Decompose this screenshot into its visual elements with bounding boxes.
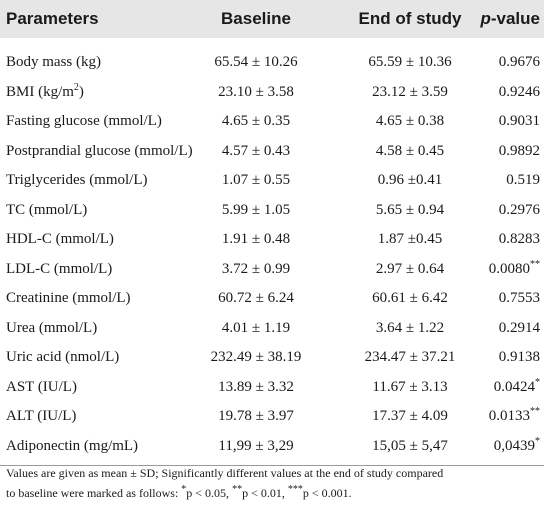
cell-p-value: 0.7553 <box>498 290 540 306</box>
significance-mark: ** <box>530 258 540 270</box>
table-row: Fasting glucose (mmol/L) 4.65 ± 0.35 4.65 … <box>0 107 544 136</box>
footnote-line-2: to baseline were marked as follows: *p <… <box>6 483 538 503</box>
cell-p-value: 0.9138 <box>498 349 540 365</box>
cell-p-value: 0.2914 <box>498 319 540 336</box>
cell-p-value: 0.9031 <box>498 113 540 129</box>
significance-mark: * <box>535 376 540 388</box>
cell-baseline: 4.57 ± 0.43 <box>221 142 291 159</box>
cell-p-value: 0.519 <box>506 172 540 188</box>
table-footnote: Values are given as mean ± SD; Significa… <box>6 463 538 503</box>
header-p-letter: p <box>480 9 491 28</box>
cell-parameter: Creatinine (mmol/L) <box>6 290 131 306</box>
footnote-mark: *** <box>287 484 303 495</box>
cell-end-of-study: 234.47 ± 37.21 <box>364 349 456 365</box>
cell-baseline: 4.01 ± 1.19 <box>221 319 291 336</box>
table-row: Postprandial glucose (mmol/L) 4.57 ± 0.43… <box>0 137 544 166</box>
significance-mark: * <box>535 435 540 447</box>
cell-baseline: 60.72 ± 6.24 <box>218 290 294 306</box>
cell-p-value: 0.9676 <box>498 54 540 70</box>
cell-baseline: 1.91 ± 0.48 <box>221 231 291 247</box>
cell-parameter: Adiponectin (mg/mL) <box>6 437 139 454</box>
table-row: Adiponectin (mg/mL) 11,99 ± 3,29 15,05 ± 5… <box>0 432 544 461</box>
footnote-line-1: Values are given as mean ± SD; Significa… <box>6 466 444 480</box>
table-row: HDL-C (mmol/L) 1.91 ± 0.48 1.87 ±0.45 0.828… <box>0 225 544 254</box>
table-row: TC (mmol/L) 5.99 ± 1.05 5.65 ± 0.94 0.2976 <box>0 196 544 225</box>
footnote-text: to baseline were marked as follows: <box>6 486 182 500</box>
cell-end-of-study: 5.65 ± 0.94 <box>375 201 445 218</box>
footnote-mark: * <box>181 484 187 495</box>
cell-baseline: 3.72 ± 0.99 <box>221 260 291 277</box>
cell-baseline: 232.49 ± 38.19 <box>210 349 302 365</box>
param-superscript: 2 <box>73 81 79 93</box>
header-p-suffix: -value <box>490 9 540 28</box>
cell-end-of-study: 17.37 ± 4.09 <box>372 408 448 424</box>
cell-p-value: 0.9246 <box>498 83 540 100</box>
cell-end-of-study: 3.64 ± 1.22 <box>375 319 445 336</box>
cell-baseline: 13.89 ± 3.32 <box>218 378 294 395</box>
cell-baseline: 5.99 ± 1.05 <box>221 201 291 218</box>
table-row: ALT (IU/L) 19.78 ± 3.97 17.37 ± 4.09 0.0133… <box>0 402 544 431</box>
header-end-of-study: End of study <box>358 9 462 28</box>
significance-mark: ** <box>530 406 540 417</box>
table-row: Urea (mmol/L) 4.01 ± 1.19 3.64 ± 1.22 0.291… <box>0 314 544 343</box>
cell-end-of-study: 4.58 ± 0.45 <box>375 142 445 159</box>
cell-end-of-study: 15,05 ± 5,47 <box>372 437 448 454</box>
cell-end-of-study: 0.96 ±0.41 <box>377 172 443 188</box>
cell-p-value: 0.0424* <box>493 376 540 395</box>
cell-parameter: ALT (IU/L) <box>6 408 77 424</box>
table-header: Parameters Baseline End of study p-value <box>0 0 544 38</box>
footnote-mark: ** <box>232 484 243 495</box>
footnote-text: p < 0.001. <box>302 486 352 500</box>
table-row: BMI (kg/m2) 23.10 ± 3.58 23.12 ± 3.59 0.924… <box>0 78 544 107</box>
table-row: Uric acid (nmol/L) 232.49 ± 38.19 234.47 ±… <box>0 343 544 372</box>
cell-end-of-study: 2.97 ± 0.64 <box>375 260 445 277</box>
cell-parameter: Body mass (kg) <box>6 54 101 70</box>
cell-end-of-study: 60.61 ± 6.42 <box>372 290 448 306</box>
cell-p-value: 0.9892 <box>498 142 540 159</box>
cell-baseline: 65.54 ± 10.26 <box>214 54 298 70</box>
table-row: Triglycerides (mmol/L) 1.07 ± 0.55 0.96 ±0… <box>0 166 544 195</box>
cell-baseline: 19.78 ± 3.97 <box>218 408 294 424</box>
footnote-text: p < 0.01, <box>242 486 288 500</box>
cell-parameter: TC (mmol/L) <box>6 201 88 218</box>
cell-end-of-study: 23.12 ± 3.59 <box>372 83 448 100</box>
table-row: Body mass (kg) 65.54 ± 10.26 65.59 ± 10.36… <box>0 48 544 77</box>
cell-p-value: 0.8283 <box>498 231 540 247</box>
cell-parameter: Uric acid (nmol/L) <box>6 349 120 365</box>
cell-baseline: 11,99 ± 3,29 <box>218 437 294 454</box>
cell-p-value: 0.2976 <box>498 201 540 218</box>
cell-p-value: 0,0439* <box>493 435 540 454</box>
cell-parameter: LDL-C (mmol/L) <box>6 260 113 277</box>
header-baseline: Baseline <box>221 9 291 28</box>
cell-baseline: 1.07 ± 0.55 <box>221 172 291 188</box>
cell-parameter: Urea (mmol/L) <box>6 319 98 336</box>
header-parameters: Parameters <box>6 9 99 28</box>
table-row: AST (IU/L) 13.89 ± 3.32 11.67 ± 3.13 0.0424… <box>0 373 544 402</box>
cell-end-of-study: 4.65 ± 0.38 <box>375 113 445 129</box>
cell-end-of-study: 11.67 ± 3.13 <box>372 378 448 395</box>
cell-parameter: HDL-C (mmol/L) <box>6 231 114 247</box>
cell-end-of-study: 1.87 ±0.45 <box>377 231 443 247</box>
table-row: Creatinine (mmol/L) 60.72 ± 6.24 60.61 ± 6… <box>0 284 544 313</box>
cell-parameter: BMI (kg/m2) <box>6 81 84 100</box>
header-p-value: p-value <box>466 0 540 38</box>
cell-baseline: 23.10 ± 3.58 <box>218 83 294 100</box>
table-bottom-rule <box>0 465 544 466</box>
cell-parameter: Postprandial glucose (mmol/L) <box>6 142 193 159</box>
cell-p-value: 0.0080** <box>488 258 540 277</box>
table-row: LDL-C (mmol/L) 3.72 ± 0.99 2.97 ± 0.64 0.00… <box>0 255 544 284</box>
cell-baseline: 4.65 ± 0.35 <box>221 113 291 129</box>
cell-parameter: Fasting glucose (mmol/L) <box>6 113 162 129</box>
cell-parameter: AST (IU/L) <box>6 378 77 395</box>
footnote-text: p < 0.05, <box>186 486 233 500</box>
cell-parameter: Triglycerides (mmol/L) <box>6 172 148 188</box>
cell-p-value: 0.0133** <box>488 406 540 425</box>
cell-end-of-study: 65.59 ± 10.36 <box>368 54 452 70</box>
